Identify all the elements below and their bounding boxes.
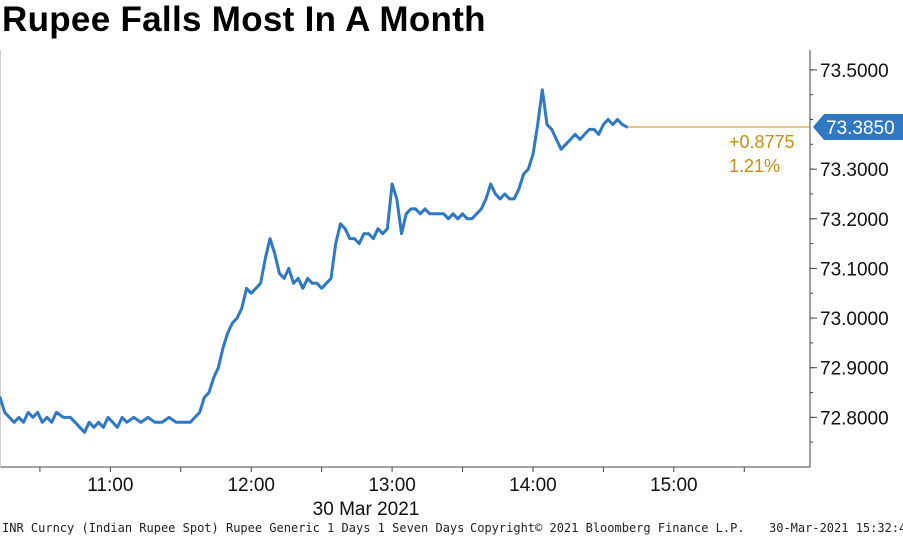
x-tick-label: 15:00 — [650, 475, 698, 496]
y-axis: 72.8000 72.9000 73.0000 73.1000 73.2000 73.30… — [810, 61, 889, 443]
x-tick-label: 12:00 — [227, 475, 275, 496]
series-layer — [0, 88, 629, 434]
y-tick-label: 73.3000 — [820, 160, 889, 181]
value-labels: 73.3850 +0.8775 1.21% — [626, 113, 903, 176]
y-tick-label: 73.2000 — [820, 210, 889, 231]
series-line-0 — [0, 88, 629, 434]
y-tick-label: 72.9000 — [820, 359, 889, 380]
x-tick-label: 11:00 — [87, 475, 133, 496]
y-tick-label: 73.0000 — [820, 309, 889, 330]
last-value-label: 73.3850 — [826, 118, 895, 139]
x-tick-label: 13:00 — [368, 475, 416, 496]
footer-copyright: Copyright© 2021 Bloomberg Finance L.P. — [470, 521, 745, 535]
chart-frame — [0, 50, 811, 468]
change-pct-label: 1.21% — [729, 156, 780, 176]
y-tick-label: 73.1000 — [820, 259, 889, 280]
x-axis: 11:00 12:00 13:00 14:00 15:00 30 Mar 2021 — [39, 467, 745, 520]
y-tick-label: 73.5000 — [820, 61, 889, 82]
y-tick-label: 72.8000 — [820, 408, 889, 429]
x-axis-label: 30 Mar 2021 — [313, 499, 420, 520]
last-value-tag — [813, 113, 903, 140]
footer-source: INR Curncy (Indian Rupee Spot) Rupee Gen… — [2, 521, 465, 535]
change-label: +0.8775 — [729, 132, 795, 152]
chart-title: Rupee Falls Most In A Month — [2, 0, 486, 39]
footer-timestamp: 30-Mar-2021 15:32:47 — [769, 521, 903, 535]
x-tick-label: 14:00 — [509, 475, 557, 496]
